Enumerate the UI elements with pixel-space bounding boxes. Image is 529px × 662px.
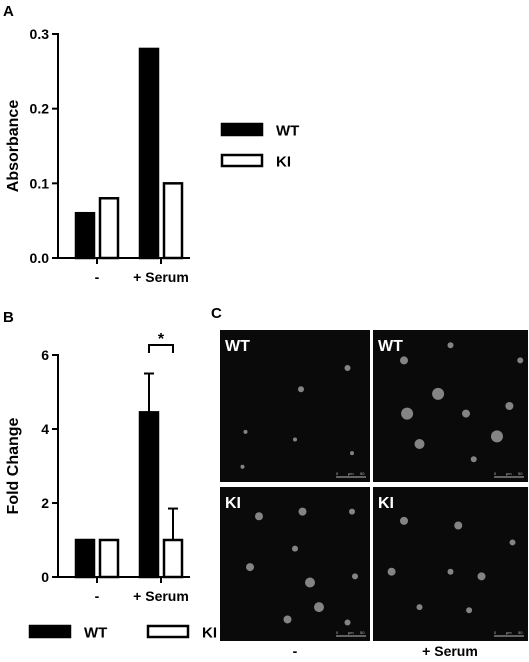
y-tick-label: 4	[41, 421, 49, 437]
scale-bar-start: 0	[494, 630, 497, 635]
panel-label-a: A	[3, 3, 14, 20]
cell	[305, 577, 315, 588]
scale-bar-unit: μm	[348, 471, 354, 476]
scale-bar-end: 50	[360, 630, 365, 635]
scale-bar-start: 0	[494, 471, 497, 476]
x-tick-label: + Serum	[133, 588, 189, 604]
cell	[470, 456, 477, 463]
micrograph-tile	[373, 330, 528, 482]
micrograph-grid: WT 0 μm 50 WT 0 μm 50 KI 0 μm 50 KI 0 μm 50 - + Serum	[220, 330, 528, 659]
scale-bar-end: 50	[518, 471, 523, 476]
cell	[240, 464, 245, 469]
cell	[352, 573, 358, 580]
cell	[447, 342, 454, 349]
bar-wt-serum	[138, 47, 160, 260]
micrograph-label: KI	[378, 495, 394, 512]
cell	[447, 568, 454, 575]
cell	[509, 539, 516, 546]
cell	[466, 607, 473, 614]
cell	[387, 567, 396, 576]
scale-bar-start: 0	[336, 471, 339, 476]
chart-b: 0 2 4 6 Fold Change - + Serum * WT KI	[5, 331, 217, 642]
cell	[344, 619, 351, 626]
legend-label-wt: WT	[276, 123, 299, 140]
cell	[400, 516, 408, 525]
legend-label-ki: KI	[202, 625, 217, 642]
scale-bar-unit: μm	[348, 630, 354, 635]
cell	[292, 545, 298, 552]
cell	[462, 409, 470, 418]
y-axis-title: Absorbance	[5, 100, 22, 193]
cell	[491, 430, 503, 443]
micrograph-label: WT	[378, 338, 403, 355]
cell	[349, 508, 355, 515]
y-tick-label: 0.0	[30, 250, 50, 266]
cell	[416, 604, 423, 611]
micrograph-tile	[220, 330, 370, 482]
micrograph-label: KI	[225, 495, 241, 512]
significance-marker: *	[158, 331, 165, 348]
x-tick-label: + Serum	[133, 269, 189, 285]
scale-bar-unit: μm	[506, 471, 512, 476]
cell	[517, 357, 524, 364]
cell	[298, 386, 304, 393]
significance-bracket	[148, 344, 174, 353]
cell	[298, 507, 307, 516]
cell	[505, 402, 514, 410]
legend-swatch-wt	[28, 624, 72, 639]
y-tick-label: 0.1	[30, 175, 50, 191]
y-axis-title: Fold Change	[5, 417, 22, 514]
legend-swatch-wt	[220, 122, 264, 137]
bar-wt-control	[74, 538, 96, 579]
micrograph-tile	[220, 487, 370, 641]
cell	[414, 439, 425, 449]
chart-a: 0.0 0.1 0.2 0.3 Absorbance - + Serum WT KI	[5, 26, 299, 285]
cell	[350, 451, 354, 456]
micrograph-xlabel: + Serum	[422, 643, 478, 659]
cell	[243, 429, 248, 434]
y-tick-label: 0.3	[30, 26, 50, 42]
bar-ki-control	[98, 197, 120, 260]
x-tick-label: -	[95, 269, 100, 285]
cell	[255, 512, 263, 521]
cell	[454, 521, 463, 530]
scale-bar-end: 50	[518, 630, 523, 635]
cell	[344, 365, 351, 371]
bar-wt-serum	[138, 411, 160, 579]
x-tick-label: -	[95, 588, 100, 604]
panel-label-b: B	[3, 309, 14, 326]
cell	[246, 563, 254, 572]
legend-swatch-ki	[220, 153, 264, 168]
legend-label-ki: KI	[276, 154, 291, 171]
bar-ki-serum	[162, 538, 184, 579]
panel-label-c: C	[211, 305, 222, 322]
y-tick-label: 0	[41, 569, 49, 585]
micrograph-label: WT	[225, 338, 250, 355]
cell	[477, 572, 486, 581]
cell	[432, 387, 445, 400]
legend-label-wt: WT	[84, 625, 107, 642]
y-tick-label: 2	[41, 495, 49, 511]
micrograph-xlabel: -	[293, 643, 298, 659]
micrograph-tile	[373, 487, 528, 641]
y-tick-label: 0.2	[30, 101, 50, 117]
bar-wt-control	[74, 211, 96, 260]
bar-ki-control	[98, 538, 120, 579]
y-tick-label: 6	[41, 347, 49, 363]
legend-swatch-ki	[146, 624, 190, 639]
cell	[401, 407, 414, 420]
bar-ki-serum	[162, 182, 184, 260]
scale-bar-end: 50	[360, 471, 365, 476]
cell	[293, 437, 297, 442]
cell	[314, 602, 324, 613]
scale-bar-unit: μm	[506, 630, 512, 635]
cell	[283, 615, 292, 624]
scale-bar-start: 0	[336, 630, 339, 635]
cell	[400, 356, 408, 365]
